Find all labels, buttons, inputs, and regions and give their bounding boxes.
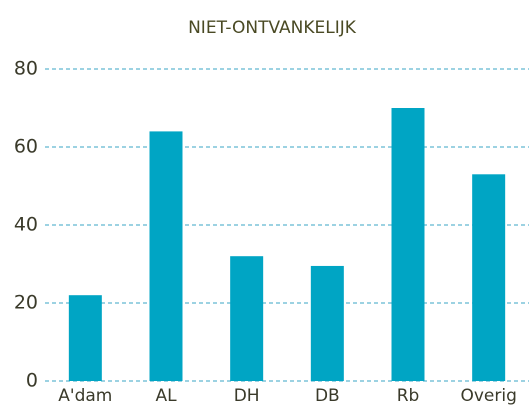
x-tick-label: A'dam [58,386,112,406]
bar [310,265,344,381]
bar [472,174,506,381]
y-tick-label: 20 [14,292,38,314]
x-tick-label: Rb [397,386,420,406]
bar [230,256,264,381]
y-tick-label: 0 [26,370,38,392]
bar [149,131,183,381]
y-tick-label: 60 [14,136,38,158]
y-tick-label: 40 [14,214,38,236]
chart-title: NIET-ONTVANKELIJK [188,18,357,38]
y-tick-label: 80 [14,58,38,80]
bar [68,295,102,381]
bar [391,108,425,381]
x-tick-label: DH [234,386,260,406]
x-tick-label: Overig [460,386,516,406]
x-tick-label: AL [155,386,177,406]
x-tick-label: DB [315,386,340,406]
